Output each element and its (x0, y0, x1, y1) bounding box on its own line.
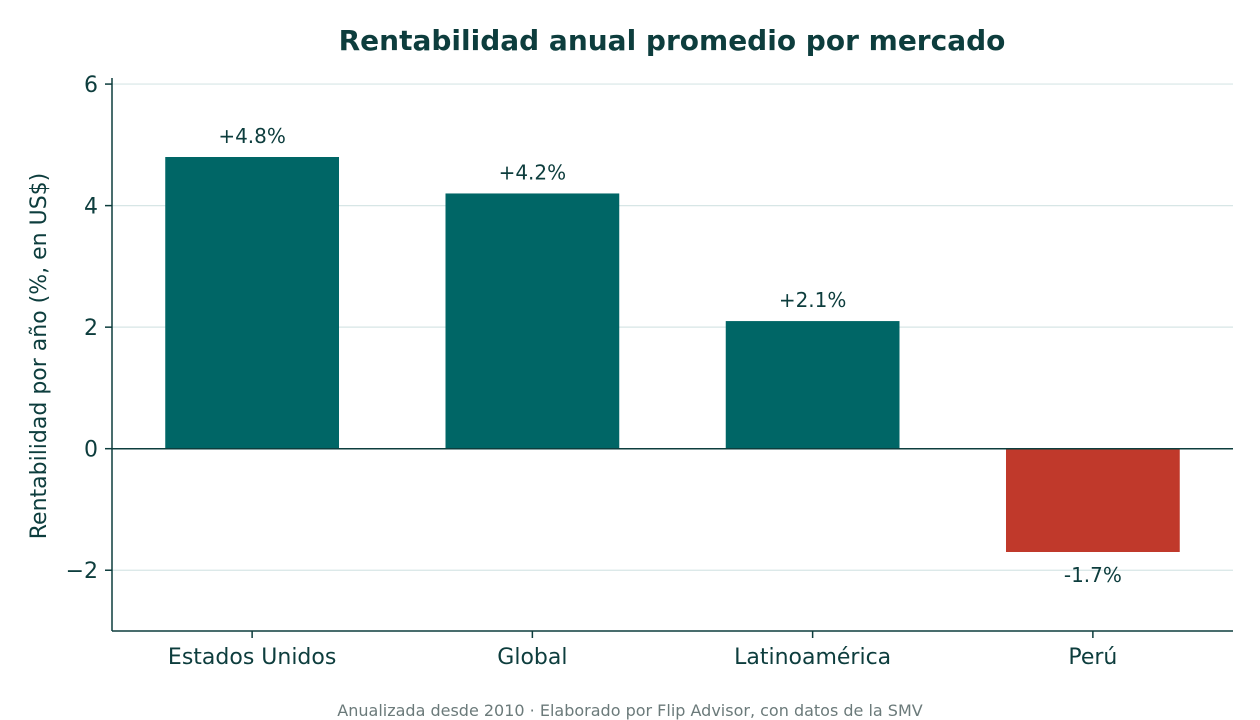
y-axis-label: Rentabilidad por año (%, en US$) (27, 173, 52, 540)
y-tick-label: 4 (84, 195, 98, 220)
category-label: Global (497, 645, 567, 670)
y-tick-label: 2 (84, 316, 98, 341)
bar (1005, 448, 1180, 552)
y-tick-label: −2 (66, 559, 98, 584)
footnote: Anualizada desde 2010 · Elaborado por Fl… (337, 701, 922, 720)
y-tick-label: 6 (84, 73, 98, 98)
data-label: +4.2% (499, 160, 567, 184)
axes-layer (105, 78, 1233, 638)
chart-title: Rentabilidad anual promedio por mercado (339, 24, 1006, 57)
data-label: -1.7% (1064, 563, 1122, 587)
y-tick-label: 0 (84, 438, 98, 463)
bar (165, 157, 340, 449)
bars-layer (165, 157, 1180, 552)
category-label: Estados Unidos (168, 645, 336, 670)
labels-layer: −2 0 2 4 6 +4.8% Estados Unidos +4.2% Global +2.1… (66, 73, 1122, 670)
bar (725, 321, 900, 449)
data-label: +2.1% (779, 288, 847, 312)
data-label: +4.8% (218, 124, 286, 148)
bar (445, 193, 620, 449)
category-label: Perú (1068, 645, 1117, 670)
category-label: Latinoamérica (734, 645, 891, 670)
